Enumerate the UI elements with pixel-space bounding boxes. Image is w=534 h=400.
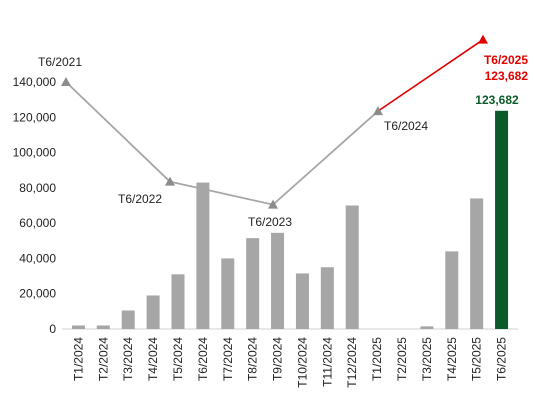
- bar-t4-2025: [445, 251, 459, 329]
- annotation-t6-2025-value: 123,682: [485, 69, 529, 83]
- annotation-t6-2021: T6/2021: [38, 55, 82, 69]
- line-marker-t6-2022: [165, 176, 175, 186]
- line-segment: [169, 180, 274, 206]
- x-tick-label: T5/2025: [470, 337, 484, 381]
- y-tick-label: 100,000: [13, 146, 57, 160]
- bar-t11-2024: [320, 267, 334, 329]
- x-tick-label: T4/2024: [146, 337, 160, 381]
- bar-t7-2024: [221, 258, 235, 329]
- annotation-t6-2025: T6/2025: [484, 53, 528, 67]
- bar-t8-2024: [246, 238, 260, 329]
- bar-t4-2024: [146, 295, 160, 329]
- x-tick-label: T11/2024: [320, 337, 334, 387]
- x-tick-label: T2/2024: [96, 337, 110, 381]
- y-tick-label: 80,000: [19, 181, 56, 195]
- x-tick-label: T6/2024: [196, 337, 210, 381]
- line-segment: [272, 110, 379, 206]
- bar-t6-2024: [196, 182, 210, 329]
- x-tick-label: T3/2024: [121, 337, 135, 381]
- bars: [71, 110, 509, 329]
- bar-t5-2025: [470, 198, 484, 329]
- annotation-t6-2024: T6/2024: [384, 119, 428, 133]
- line-segment: [377, 38, 484, 112]
- x-axis-ticks: T1/2024 T2/2024 T3/2024 T4/2024 T5/2024 T6/20…: [71, 337, 508, 388]
- line-segment: [65, 81, 171, 183]
- line-series: [61, 34, 488, 209]
- y-tick-label: 20,000: [19, 287, 56, 301]
- y-tick-label: 60,000: [19, 216, 56, 230]
- y-tick-label: 140,000: [13, 75, 57, 89]
- bar-data-label-t6-2025: 123,682: [475, 93, 519, 107]
- annotation-t6-2022: T6/2022: [118, 192, 162, 206]
- bar-t6-2025: [495, 110, 509, 329]
- line-marker-t6-2024: [373, 106, 383, 116]
- bar-t9-2024: [271, 232, 285, 329]
- x-tick-label: T7/2024: [221, 337, 235, 381]
- x-tick-label: T10/2024: [295, 337, 309, 388]
- x-tick-label: T9/2024: [271, 337, 285, 381]
- bar-t12-2024: [345, 205, 359, 329]
- annotation-t6-2023: T6/2023: [248, 215, 292, 229]
- bar-t2-2024: [96, 325, 110, 329]
- line-marker-t6-2023: [268, 199, 278, 209]
- y-tick-label: 40,000: [19, 251, 56, 265]
- x-tick-label: T8/2024: [246, 337, 260, 381]
- x-tick-label: T12/2024: [345, 337, 359, 388]
- x-tick-label: T1/2025: [370, 337, 384, 381]
- bar-t3-2024: [121, 310, 135, 329]
- line-marker-t6-2025: [478, 34, 488, 44]
- x-tick-label: T1/2024: [71, 337, 85, 381]
- bar-t5-2024: [171, 274, 185, 329]
- y-axis-ticks: 0 20,000 40,000 60,000 80,000 100,000 120,000 1…: [13, 75, 57, 336]
- bar-t3-2025: [420, 326, 434, 329]
- x-tick-label: T4/2025: [445, 337, 459, 381]
- bar-t1-2024: [71, 325, 85, 329]
- y-tick-label: 0: [49, 322, 56, 336]
- x-tick-label: T5/2024: [171, 337, 185, 381]
- x-tick-label: T6/2025: [495, 337, 509, 381]
- x-tick-label: T3/2025: [420, 337, 434, 381]
- bar-t10-2024: [295, 273, 309, 329]
- x-tick-label: T2/2025: [395, 337, 409, 381]
- line-marker-t6-2021: [61, 77, 71, 86]
- y-tick-label: 120,000: [13, 110, 57, 124]
